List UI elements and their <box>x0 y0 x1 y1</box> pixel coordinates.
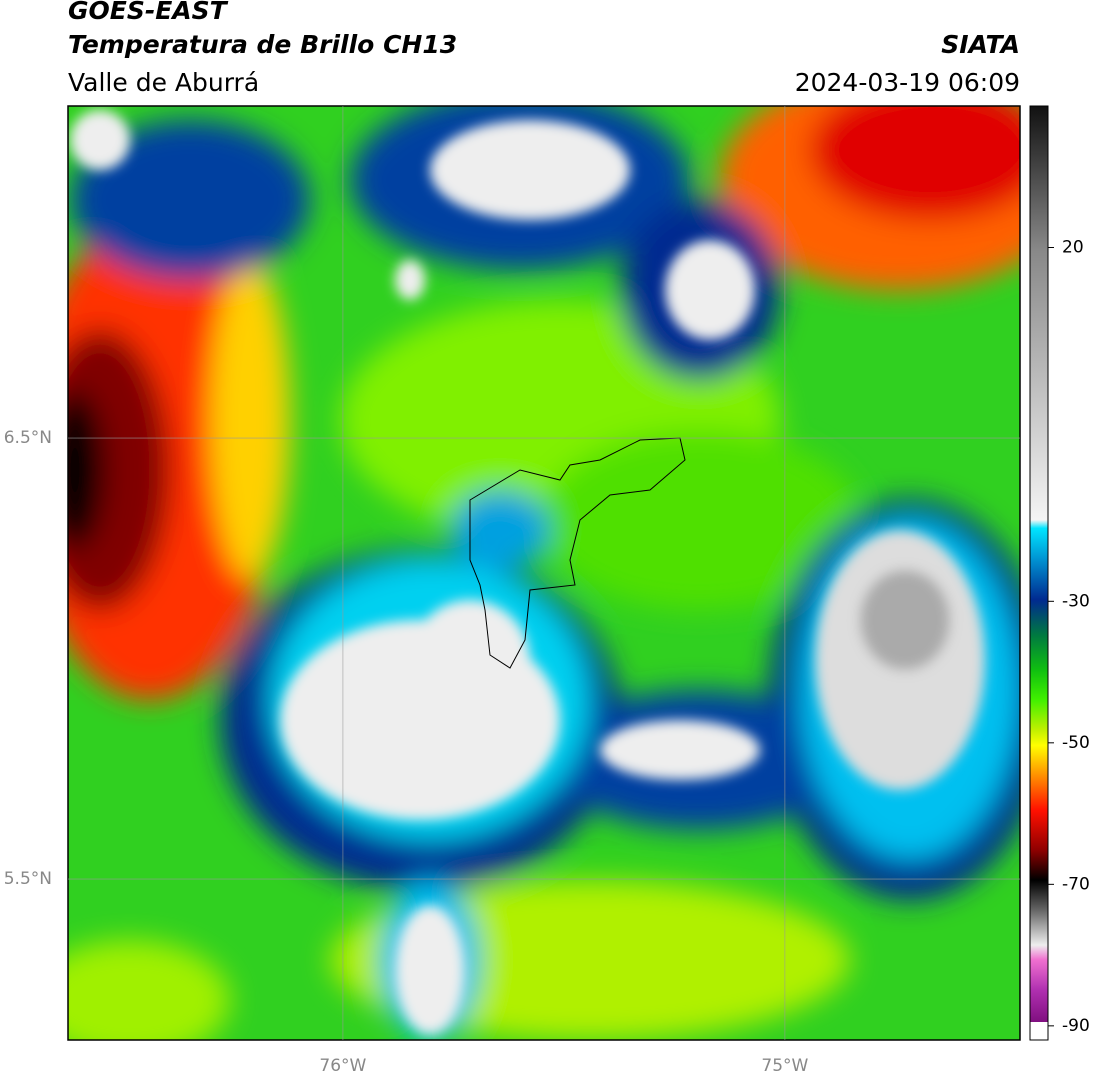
colorbar-extension <box>1030 1022 1048 1040</box>
colorbar-tick-label: -50 <box>1062 733 1090 753</box>
title: GOES-EAST <box>68 0 229 25</box>
colorbar-tick-label: -90 <box>1062 1016 1090 1036</box>
colorbar-frame <box>1029 105 1049 1041</box>
map-frame <box>67 105 1021 1041</box>
colorbar-tick-label: -30 <box>1062 591 1090 611</box>
source: SIATA <box>941 30 1020 59</box>
colorbar-tick-label: 20 <box>1062 238 1084 258</box>
x-tick-label: 76°W <box>319 1056 366 1076</box>
colorbar-tick-label: -70 <box>1062 874 1090 894</box>
subtitle: Temperatura de Brillo CH13 <box>68 30 457 59</box>
region: Valle de Aburrá <box>68 68 259 97</box>
y-tick-label: 5.5°N <box>4 869 52 889</box>
colorbar <box>1030 106 1048 1022</box>
x-tick-label: 75°W <box>761 1056 808 1076</box>
datetime: 2024-03-19 06:09 <box>795 68 1020 97</box>
y-tick-label: 6.5°N <box>4 428 52 448</box>
brightness-field <box>68 106 1020 1040</box>
